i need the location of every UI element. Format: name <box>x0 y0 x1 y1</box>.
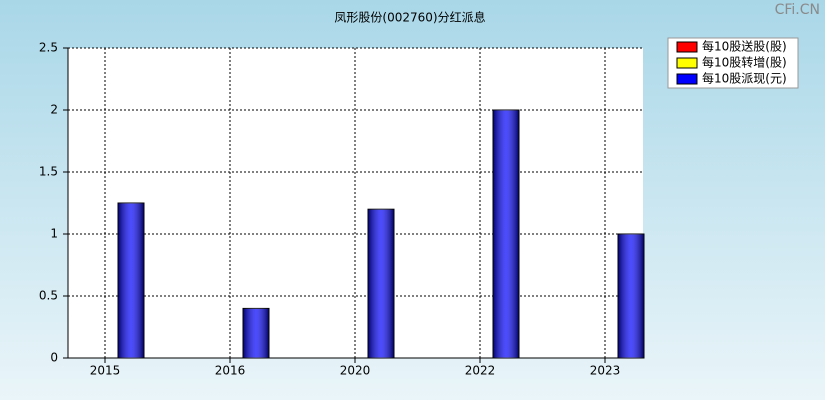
legend-label: 每10股转增(股) <box>702 55 787 70</box>
chart-title: 凤形股份(002760)分红派息 <box>334 10 485 25</box>
x-tick-label: 2023 <box>590 364 621 378</box>
bar-shade <box>618 234 644 358</box>
x-tick-label: 2016 <box>215 364 246 378</box>
y-tick-label: 2.5 <box>39 41 58 55</box>
y-tick-label: 0.5 <box>39 289 58 303</box>
bar-shade <box>493 110 519 358</box>
x-tick-label: 2015 <box>90 364 121 378</box>
bar-shade <box>368 209 394 358</box>
plot-area <box>68 48 643 358</box>
legend-swatch <box>676 57 698 69</box>
bar-shade <box>118 203 144 358</box>
legend-swatch <box>676 41 698 53</box>
bar-shade <box>243 308 269 358</box>
legend-label: 每10股送股(股) <box>702 39 787 54</box>
x-tick-label: 2022 <box>465 364 496 378</box>
y-tick-label: 1.5 <box>39 165 58 179</box>
y-tick-label: 2 <box>50 103 58 117</box>
legend-swatch <box>676 73 698 85</box>
legend-label: 每10股派现(元) <box>702 71 787 86</box>
x-tick-label: 2020 <box>340 364 371 378</box>
y-tick-label: 0 <box>50 351 58 365</box>
y-tick-label: 1 <box>50 227 58 241</box>
watermark: CFi.CN <box>775 2 820 18</box>
